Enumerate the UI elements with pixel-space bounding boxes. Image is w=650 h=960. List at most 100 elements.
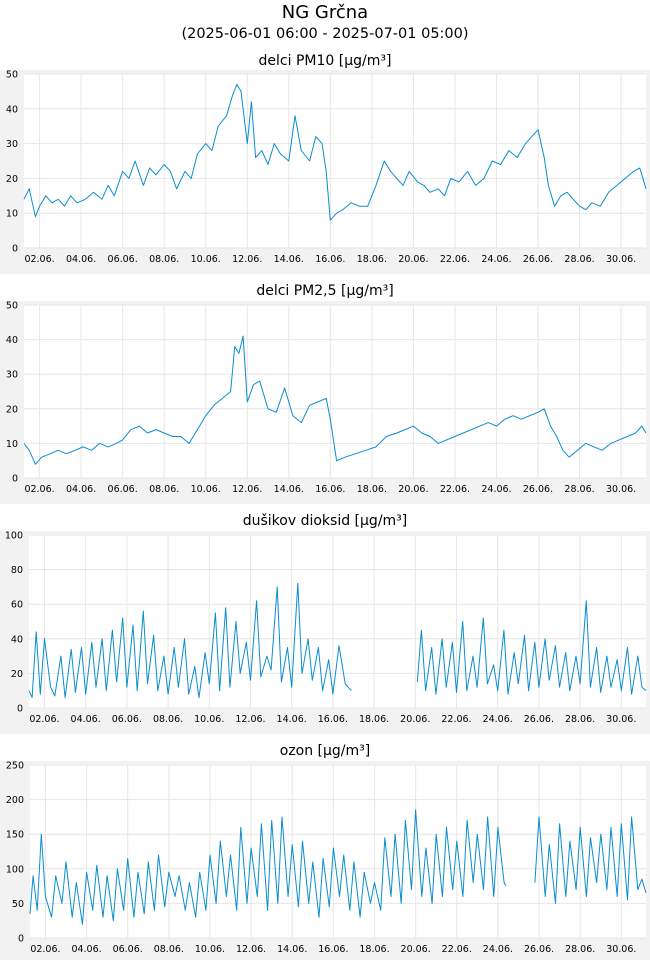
y-tick-label: 100 <box>6 864 24 875</box>
x-tick-label: 26.06. <box>524 714 554 725</box>
x-tick-label: 24.06. <box>483 944 513 955</box>
series-line-0-0 <box>23 83 647 221</box>
x-tick-label: 24.06. <box>481 254 511 265</box>
chart-title-3: ozon [µg/m³] <box>280 743 371 759</box>
x-tick-label: 10.06. <box>191 484 221 495</box>
x-tick-label: 30.06. <box>606 484 636 495</box>
y-tick-label: 30 <box>6 139 18 150</box>
x-tick-label: 30.06. <box>606 944 636 955</box>
x-tick-label: 12.06. <box>235 714 265 725</box>
y-tick-label: 0 <box>12 244 18 255</box>
x-tick-label: 14.06. <box>277 944 307 955</box>
x-tick-label: 22.06. <box>440 484 470 495</box>
x-tick-label: 14.06. <box>277 714 307 725</box>
x-tick-label: 16.06. <box>318 944 348 955</box>
series-line-1-0 <box>23 335 647 465</box>
x-tick-label: 06.06. <box>108 484 138 495</box>
x-tick-label: 18.06. <box>357 254 387 265</box>
x-tick-label: 18.06. <box>359 714 389 725</box>
page-title: NG Grčna <box>281 2 369 23</box>
x-tick-label: 20.06. <box>400 714 430 725</box>
x-tick-label: 22.06. <box>440 254 470 265</box>
y-tick-label: 0 <box>18 934 24 945</box>
y-tick-label: 150 <box>6 830 24 841</box>
y-tick-label: 10 <box>6 439 18 450</box>
x-tick-label: 22.06. <box>441 714 471 725</box>
x-tick-label: 26.06. <box>523 254 553 265</box>
y-tick-label: 40 <box>11 634 23 645</box>
x-tick-label: 14.06. <box>274 254 304 265</box>
x-tick-label: 24.06. <box>481 484 511 495</box>
x-tick-label: 12.06. <box>232 254 262 265</box>
x-tick-label: 30.06. <box>606 714 636 725</box>
y-tick-label: 30 <box>6 370 18 381</box>
x-tick-label: 06.06. <box>112 714 142 725</box>
x-tick-label: 02.06. <box>30 944 60 955</box>
series-line-2-0 <box>28 582 352 699</box>
y-tick-label: 50 <box>6 70 18 81</box>
x-tick-label: 04.06. <box>71 944 101 955</box>
x-tick-label: 16.06. <box>318 714 348 725</box>
x-tick-label: 26.06. <box>524 944 554 955</box>
x-tick-label: 16.06. <box>315 484 345 495</box>
x-tick-label: 06.06. <box>108 254 138 265</box>
y-tick-label: 10 <box>6 209 18 220</box>
y-tick-label: 80 <box>11 565 23 576</box>
series-line-3-0 <box>29 809 507 925</box>
x-tick-label: 20.06. <box>398 254 428 265</box>
x-tick-label: 20.06. <box>401 944 431 955</box>
series-line-3-1 <box>534 816 647 904</box>
x-tick-label: 28.06. <box>565 714 595 725</box>
y-tick-label: 200 <box>6 795 24 806</box>
series-line-2-1 <box>416 600 647 695</box>
x-tick-label: 12.06. <box>236 944 266 955</box>
y-tick-label: 50 <box>12 899 24 910</box>
x-tick-label: 30.06. <box>606 254 636 265</box>
x-tick-label: 02.06. <box>24 484 54 495</box>
y-tick-label: 50 <box>6 301 18 312</box>
plot-area-2 <box>29 535 646 708</box>
x-tick-label: 08.06. <box>149 254 179 265</box>
x-tick-label: 04.06. <box>71 714 101 725</box>
x-tick-label: 16.06. <box>315 254 345 265</box>
page-subtitle: (2025-06-01 06:00 - 2025-07-01 05:00) <box>181 26 469 42</box>
x-tick-label: 10.06. <box>195 944 225 955</box>
y-tick-label: 250 <box>6 761 24 772</box>
x-tick-label: 10.06. <box>191 254 221 265</box>
x-tick-label: 06.06. <box>113 944 143 955</box>
x-tick-label: 04.06. <box>66 254 96 265</box>
x-tick-label: 22.06. <box>442 944 472 955</box>
x-tick-label: 02.06. <box>29 714 59 725</box>
x-tick-label: 08.06. <box>153 714 183 725</box>
y-tick-label: 60 <box>11 600 23 611</box>
y-tick-label: 40 <box>6 335 18 346</box>
plot-area-3 <box>30 765 646 938</box>
chart-title-1: delci PM2,5 [µg/m³] <box>256 283 393 299</box>
x-tick-label: 10.06. <box>194 714 224 725</box>
x-tick-label: 28.06. <box>564 484 594 495</box>
x-tick-label: 28.06. <box>565 944 595 955</box>
x-tick-label: 08.06. <box>149 484 179 495</box>
y-tick-label: 0 <box>17 704 23 715</box>
y-tick-label: 20 <box>11 669 23 680</box>
x-tick-label: 28.06. <box>564 254 594 265</box>
y-tick-label: 40 <box>6 104 18 115</box>
x-tick-label: 14.06. <box>274 484 304 495</box>
y-tick-label: 20 <box>6 174 18 185</box>
y-tick-label: 20 <box>6 404 18 415</box>
x-tick-label: 20.06. <box>398 484 428 495</box>
chart-title-0: delci PM10 [µg/m³] <box>259 53 392 69</box>
x-tick-label: 02.06. <box>24 254 54 265</box>
x-tick-label: 18.06. <box>357 484 387 495</box>
x-tick-label: 24.06. <box>483 714 513 725</box>
y-tick-label: 0 <box>12 474 18 485</box>
x-tick-label: 04.06. <box>66 484 96 495</box>
x-tick-label: 26.06. <box>523 484 553 495</box>
chart-title-2: dušikov dioksid [µg/m³] <box>243 513 408 529</box>
x-tick-label: 12.06. <box>232 484 262 495</box>
x-tick-label: 08.06. <box>154 944 184 955</box>
x-tick-label: 18.06. <box>359 944 389 955</box>
y-tick-label: 100 <box>5 531 23 542</box>
plot-area-0 <box>24 74 646 248</box>
